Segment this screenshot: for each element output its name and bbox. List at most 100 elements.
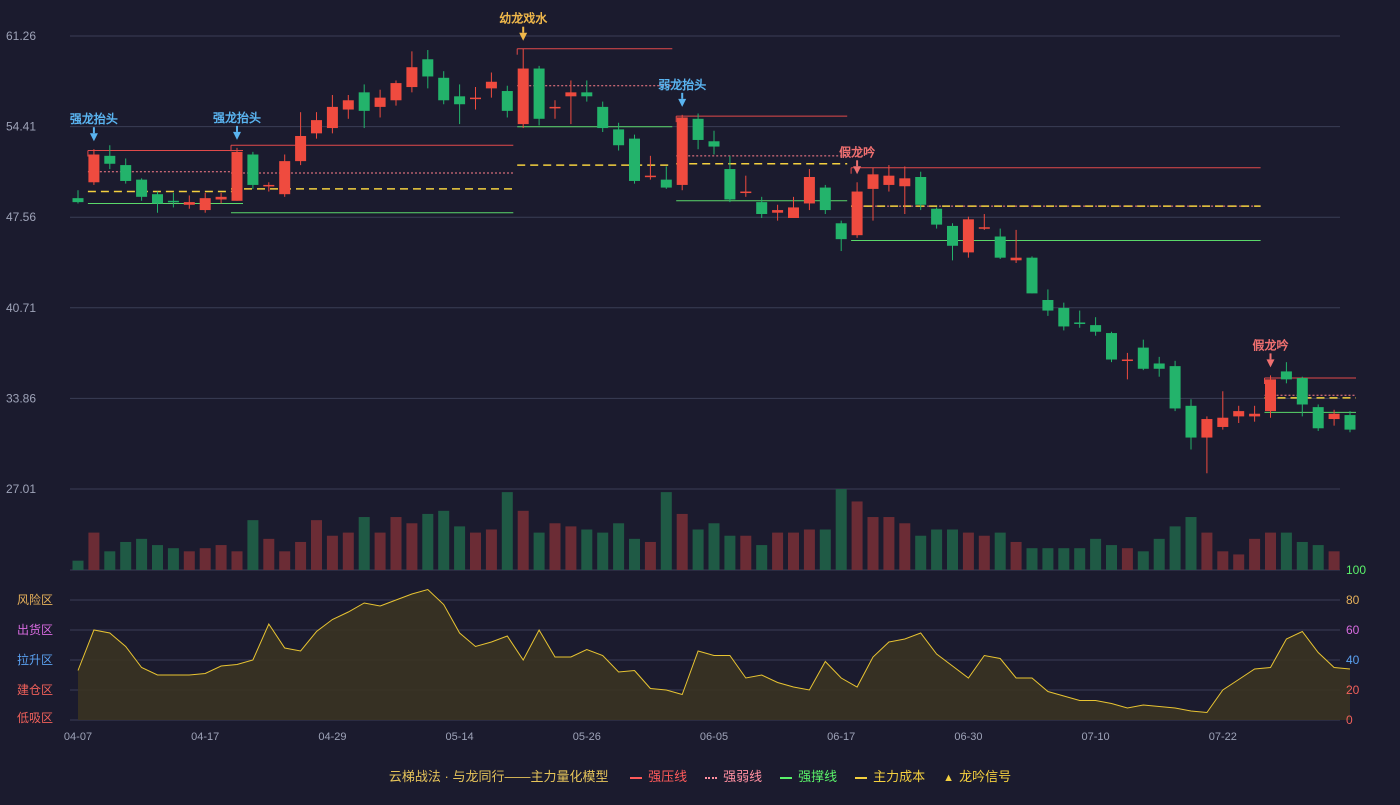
volume-bar	[772, 532, 784, 570]
candle-body	[978, 227, 990, 229]
candle-body	[533, 68, 545, 119]
zone-label: 出货区	[17, 622, 53, 637]
volume-bar	[835, 489, 847, 570]
indicator-tick-label: 100	[1346, 563, 1366, 577]
volume-bar	[915, 535, 927, 570]
volume-bar	[644, 541, 656, 570]
candle-body	[183, 202, 195, 205]
volume-bar	[342, 532, 354, 570]
candle-body	[994, 236, 1006, 258]
volume-bar	[231, 551, 243, 570]
volume-bar	[1280, 532, 1292, 570]
volume-bar	[565, 526, 577, 570]
legend-item: 强压线	[630, 769, 687, 784]
legend-label: 强弱线	[723, 769, 763, 784]
candle-body	[883, 175, 895, 185]
candle-body	[613, 129, 625, 146]
x-tick-label: 04-07	[64, 731, 92, 743]
candle-body	[215, 196, 227, 200]
candle-body	[819, 187, 831, 211]
candle-body	[247, 154, 259, 185]
candle-body	[1328, 413, 1340, 420]
candle-body	[1169, 366, 1181, 409]
volume-bar	[867, 517, 879, 570]
indicator-tick-label: 60	[1346, 623, 1360, 637]
volume-bar	[1201, 532, 1213, 570]
volume-bar	[152, 545, 163, 570]
price-tick-label: 40.71	[6, 301, 36, 315]
legend-title: 云梯战法 · 与龙同行——主力量化模型	[388, 769, 609, 784]
volume-bar	[1185, 517, 1197, 570]
candle-body	[644, 175, 656, 178]
signal-label: 假龙吟	[839, 144, 875, 159]
candle-body	[422, 59, 434, 77]
signal-label: 强龙抬头	[213, 110, 261, 125]
volume-bar	[756, 545, 768, 570]
candle-body	[374, 97, 386, 107]
volume-bar	[199, 548, 211, 570]
candle-body	[279, 161, 291, 195]
zone-label: 风险区	[17, 592, 53, 607]
volume-bar	[931, 529, 943, 570]
candle-body	[1312, 407, 1324, 429]
volume-bar	[1090, 538, 1102, 570]
volume-bar	[692, 529, 704, 570]
candle-body	[152, 194, 163, 204]
candle-body	[803, 176, 815, 204]
candle-body	[1249, 413, 1261, 417]
volume-bar	[279, 551, 291, 570]
candle-body	[358, 92, 370, 111]
candle-body	[485, 81, 497, 89]
indicator-tick-label: 40	[1346, 653, 1360, 667]
candle-body	[565, 92, 577, 97]
x-tick-label: 05-14	[446, 731, 474, 743]
candle-body	[263, 184, 275, 187]
indicator-tick-label: 80	[1346, 593, 1360, 607]
volume-bar	[660, 492, 672, 570]
candle-body	[470, 97, 481, 100]
candle-body	[1010, 257, 1022, 261]
candle-body	[167, 200, 179, 203]
candle-body	[899, 178, 911, 187]
volume-bar	[533, 532, 545, 570]
volume-bar	[947, 529, 958, 570]
x-tick-label: 05-26	[573, 731, 601, 743]
candle-body	[692, 118, 704, 140]
volume-bar	[1121, 548, 1133, 570]
candle-body	[915, 176, 927, 205]
price-tick-label: 47.56	[6, 210, 36, 224]
x-tick-label: 06-05	[700, 731, 728, 743]
candle-body	[1201, 419, 1213, 438]
candle-body	[867, 174, 879, 189]
volume-bar	[183, 551, 195, 570]
candle-body	[1280, 371, 1292, 380]
volume-bar	[1328, 551, 1340, 570]
legend-swatch	[705, 776, 718, 779]
volume-bar	[899, 523, 911, 570]
legend-swatch	[855, 776, 868, 779]
candle-body	[517, 68, 529, 125]
volume-bar	[1296, 541, 1308, 570]
volume-bar	[1217, 551, 1229, 570]
volume-bar	[247, 520, 259, 570]
volume-bar	[167, 548, 179, 570]
volume-bars	[72, 489, 1340, 570]
signal-arrow	[1266, 359, 1275, 368]
legend-item: 强撑线	[780, 769, 837, 784]
volume-bar	[629, 538, 640, 570]
legend-swatch	[630, 776, 643, 779]
volume-bar	[517, 510, 529, 570]
legend-label: 龙吟信号	[959, 769, 1012, 784]
x-tick-label: 04-17	[191, 731, 219, 743]
candle-body	[1137, 347, 1149, 369]
volume-bar	[1026, 548, 1038, 570]
signal-label: 假龙吟	[1252, 337, 1288, 352]
signal-arrow	[89, 133, 98, 142]
x-tick-label: 07-10	[1082, 731, 1110, 743]
volume-bar	[1074, 548, 1086, 570]
candle-body	[708, 141, 720, 147]
volume-bar	[1010, 541, 1022, 570]
candle-body	[342, 100, 354, 110]
candle-body	[947, 225, 958, 246]
